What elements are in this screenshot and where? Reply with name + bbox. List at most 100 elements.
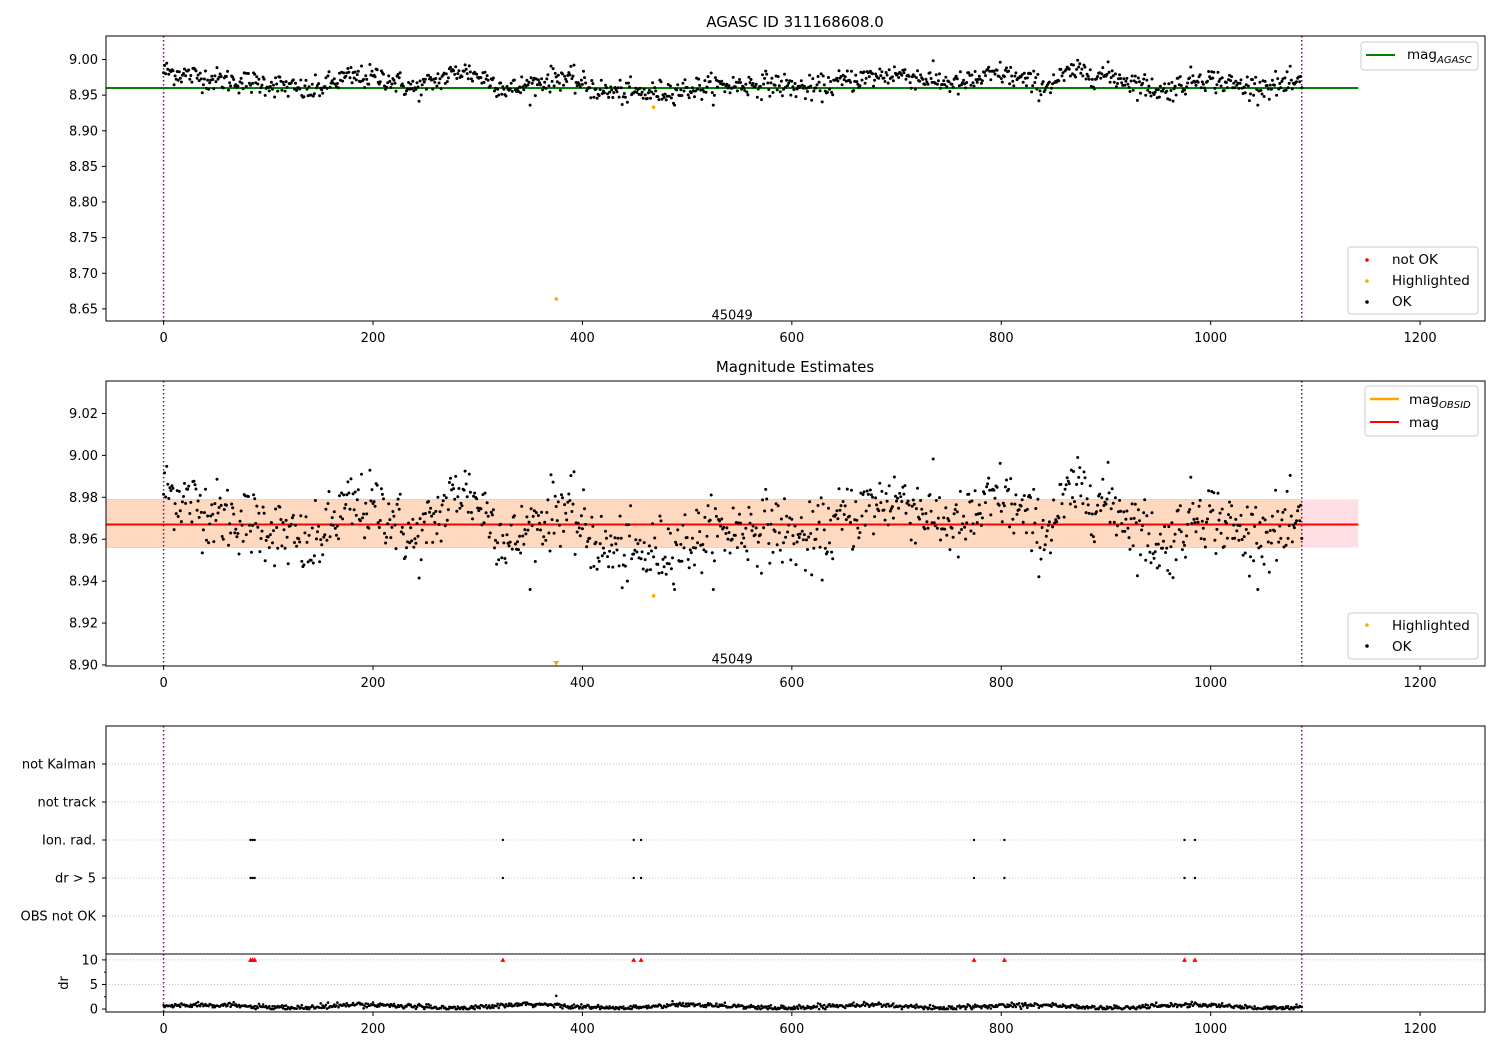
ok-point — [847, 514, 851, 518]
ok-point — [694, 546, 697, 550]
ok-point — [1120, 522, 1124, 525]
ok-point — [718, 519, 722, 523]
ok-point — [803, 568, 807, 572]
ok-point — [992, 69, 996, 73]
dr-point — [237, 1003, 241, 1007]
ok-point — [916, 486, 919, 490]
ok-point — [324, 507, 328, 511]
dr-point — [1245, 1004, 1248, 1008]
dr-point — [507, 1002, 511, 1005]
ok-point — [745, 90, 749, 94]
dr-point — [861, 1003, 865, 1006]
ok-point — [240, 523, 244, 527]
ok-point — [690, 536, 694, 540]
ok-point — [1202, 86, 1206, 90]
ok-point — [779, 79, 783, 83]
ok-point — [297, 537, 301, 541]
ok-point — [318, 560, 322, 564]
ok-point — [794, 563, 798, 567]
ok-point — [712, 559, 716, 563]
y-tick-label: 8.98 — [69, 491, 98, 506]
dr-point — [670, 1003, 673, 1006]
ok-point — [208, 522, 212, 526]
ok-point — [973, 489, 977, 493]
ok-point — [1187, 510, 1191, 514]
ok-point — [176, 78, 180, 82]
ok-point — [897, 76, 901, 79]
ok-point — [320, 88, 324, 92]
ok-point — [1127, 86, 1131, 89]
ok-point — [330, 79, 334, 83]
dr-point — [817, 1007, 821, 1011]
highlighted-point — [651, 593, 656, 598]
ok-point — [269, 521, 273, 524]
ok-point — [960, 528, 963, 531]
ok-point — [1243, 91, 1247, 95]
ok-point — [353, 70, 357, 74]
ok-point — [828, 87, 831, 91]
dr-point — [484, 1003, 488, 1007]
ok-point — [716, 85, 719, 89]
ok-point — [815, 83, 819, 87]
ok-point — [1249, 555, 1252, 559]
ok-point — [1099, 76, 1103, 80]
ok-point — [838, 508, 842, 512]
ok-point — [312, 554, 316, 558]
x-tick-label: 0 — [159, 1022, 167, 1037]
ok-point — [565, 80, 569, 83]
ok-point — [950, 526, 954, 530]
ok-point — [1203, 545, 1207, 549]
ok-point — [1171, 99, 1175, 103]
ok-point — [665, 94, 669, 98]
ok-point — [680, 559, 684, 563]
ok-point — [204, 69, 207, 73]
ok-point — [260, 83, 264, 87]
dr-point — [1216, 1005, 1220, 1008]
ok-point — [488, 531, 492, 535]
dr-point — [226, 1004, 229, 1007]
ok-point — [195, 508, 199, 512]
ok-point — [797, 536, 801, 539]
ok-point — [274, 507, 278, 511]
ok-point — [1105, 72, 1109, 76]
ok-point — [821, 502, 825, 506]
ok-point — [417, 99, 421, 103]
ok-point — [1039, 557, 1043, 561]
ok-point — [416, 85, 420, 89]
ok-point — [1253, 524, 1257, 528]
ok-point — [465, 72, 469, 76]
ok-point — [422, 80, 426, 84]
ok-point — [1197, 504, 1201, 508]
ok-point — [501, 534, 505, 537]
ok-point — [321, 91, 325, 95]
flag-row-label: not track — [37, 796, 96, 811]
ok-point — [827, 506, 830, 510]
agasc-highlighted-series — [554, 105, 656, 301]
ok-point — [502, 541, 506, 545]
dr-point — [261, 1003, 265, 1006]
ok-point — [194, 69, 198, 73]
dr-point — [503, 1006, 507, 1009]
ok-point — [390, 82, 394, 86]
ok-point — [214, 519, 218, 522]
dr-point — [950, 1005, 954, 1008]
dr-point — [664, 1005, 668, 1009]
dr-point — [980, 1007, 983, 1010]
ok-point — [652, 92, 656, 96]
dr-point — [351, 1001, 355, 1005]
x-tick-label: 1000 — [1194, 1022, 1227, 1037]
ok-point — [1285, 489, 1289, 493]
dr-point — [1265, 1005, 1269, 1008]
dr-point — [646, 1006, 649, 1010]
ok-point — [1080, 67, 1084, 71]
ok-point — [1157, 95, 1161, 99]
ok-point — [823, 546, 827, 550]
ok-point — [1191, 74, 1195, 78]
dr-point — [1025, 1004, 1028, 1007]
ok-point — [386, 522, 390, 526]
ok-point — [1114, 85, 1118, 89]
ok-point — [1229, 79, 1233, 83]
dr-point — [472, 1005, 475, 1008]
flag-row-label: not Kalman — [22, 758, 96, 773]
